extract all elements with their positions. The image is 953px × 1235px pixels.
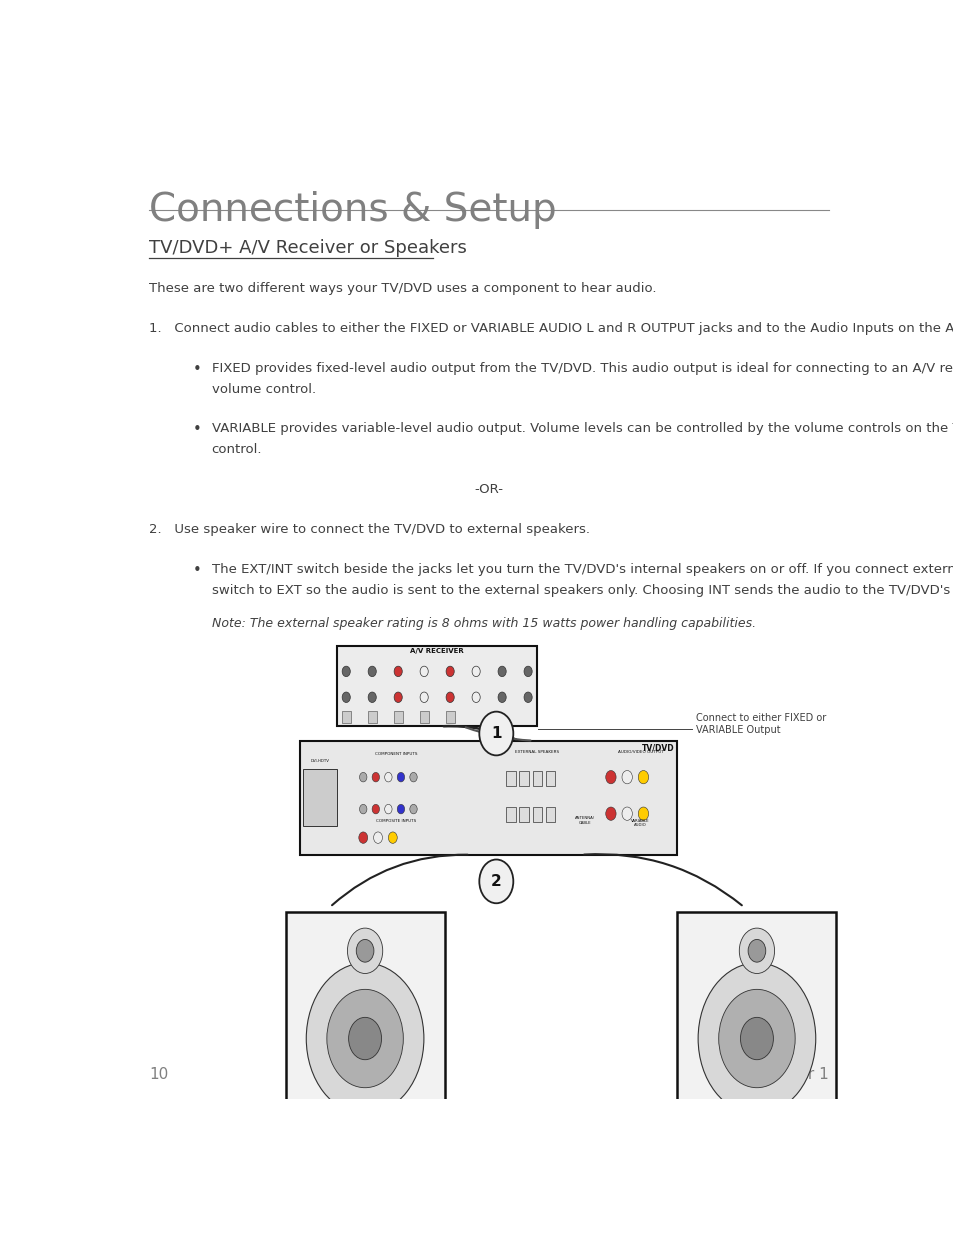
Circle shape	[605, 771, 616, 784]
Text: Chapter 1: Chapter 1	[753, 1067, 828, 1082]
FancyBboxPatch shape	[518, 771, 528, 785]
Circle shape	[384, 804, 392, 814]
Circle shape	[638, 806, 648, 820]
Text: The EXT/INT switch beside the jacks let you turn the TV/DVD's internal speakers : The EXT/INT switch beside the jacks let …	[212, 563, 953, 576]
FancyBboxPatch shape	[545, 806, 555, 823]
Circle shape	[446, 692, 454, 703]
Circle shape	[347, 929, 382, 973]
FancyBboxPatch shape	[545, 771, 555, 785]
FancyBboxPatch shape	[505, 806, 515, 823]
FancyBboxPatch shape	[445, 711, 455, 724]
Circle shape	[394, 666, 402, 677]
Circle shape	[358, 832, 367, 844]
Circle shape	[419, 692, 428, 703]
Circle shape	[342, 666, 350, 677]
Text: •: •	[193, 422, 202, 437]
Circle shape	[523, 666, 532, 677]
Text: VARIABLE provides variable-level audio output. Volume levels can be controlled b: VARIABLE provides variable-level audio o…	[212, 422, 953, 436]
Circle shape	[374, 832, 382, 844]
Circle shape	[638, 771, 648, 784]
Text: EXTERNAL SPEAKERS: EXTERNAL SPEAKERS	[515, 750, 558, 755]
Circle shape	[478, 860, 513, 903]
FancyBboxPatch shape	[518, 806, 528, 823]
Text: switch to EXT so the audio is sent to the external speakers only. Choosing INT s: switch to EXT so the audio is sent to th…	[212, 584, 953, 597]
Text: COMPOSITE INPUTS: COMPOSITE INPUTS	[376, 819, 416, 823]
Text: •: •	[193, 362, 202, 377]
Circle shape	[342, 692, 350, 703]
Circle shape	[621, 806, 632, 820]
Text: AUDIO/VIDEO OUTPUT: AUDIO/VIDEO OUTPUT	[617, 750, 662, 755]
Text: Note: The external speaker rating is 8 ohms with 15 watts power handling capabil: Note: The external speaker rating is 8 o…	[212, 618, 755, 630]
Circle shape	[497, 666, 506, 677]
Circle shape	[327, 989, 403, 1088]
Circle shape	[348, 1018, 381, 1060]
Circle shape	[372, 772, 379, 782]
Text: 1: 1	[491, 726, 501, 741]
FancyBboxPatch shape	[532, 771, 541, 785]
Text: These are two different ways your TV/DVD uses a component to hear audio.: These are two different ways your TV/DVD…	[149, 283, 656, 295]
Circle shape	[359, 804, 367, 814]
Text: -OR-: -OR-	[474, 483, 503, 496]
Circle shape	[446, 666, 454, 677]
Text: volume control.: volume control.	[212, 383, 315, 395]
Circle shape	[621, 771, 632, 784]
Text: VARIABLE
AUDIO: VARIABLE AUDIO	[631, 819, 649, 827]
Circle shape	[359, 772, 367, 782]
Text: •: •	[193, 563, 202, 578]
Circle shape	[355, 940, 374, 962]
FancyBboxPatch shape	[300, 741, 677, 855]
Text: control.: control.	[212, 443, 262, 457]
Circle shape	[372, 804, 379, 814]
Circle shape	[368, 692, 375, 703]
FancyBboxPatch shape	[532, 806, 541, 823]
FancyBboxPatch shape	[341, 711, 351, 724]
FancyBboxPatch shape	[505, 771, 515, 785]
Circle shape	[523, 692, 532, 703]
Text: COMPONENT INPUTS: COMPONENT INPUTS	[375, 752, 417, 756]
Circle shape	[605, 806, 616, 820]
Circle shape	[396, 804, 404, 814]
Circle shape	[698, 963, 815, 1114]
Circle shape	[419, 666, 428, 677]
Circle shape	[478, 711, 513, 756]
Circle shape	[306, 963, 423, 1114]
FancyBboxPatch shape	[677, 911, 836, 1107]
Text: DVI-HDTV: DVI-HDTV	[310, 760, 329, 763]
FancyBboxPatch shape	[368, 711, 376, 724]
Text: FIXED provides fixed-level audio output from the TV/DVD. This audio output is id: FIXED provides fixed-level audio output …	[212, 362, 953, 374]
Circle shape	[384, 772, 392, 782]
FancyBboxPatch shape	[419, 711, 428, 724]
Text: 2: 2	[491, 874, 501, 889]
Text: 2.   Use speaker wire to connect the TV/DVD to external speakers.: 2. Use speaker wire to connect the TV/DV…	[149, 522, 589, 536]
FancyBboxPatch shape	[394, 711, 402, 724]
FancyBboxPatch shape	[337, 646, 537, 726]
Text: ANTENNA/
CABLE: ANTENNA/ CABLE	[575, 816, 595, 825]
Circle shape	[497, 692, 506, 703]
Circle shape	[747, 940, 765, 962]
Text: Connections & Setup: Connections & Setup	[149, 191, 556, 228]
Circle shape	[368, 666, 375, 677]
Text: Connect to either FIXED or
VARIABLE Output: Connect to either FIXED or VARIABLE Outp…	[696, 713, 825, 735]
Text: TV/DVD: TV/DVD	[641, 743, 674, 752]
Circle shape	[718, 989, 795, 1088]
Circle shape	[410, 804, 416, 814]
Circle shape	[394, 692, 402, 703]
Text: A/V RECEIVER: A/V RECEIVER	[410, 648, 463, 655]
Circle shape	[410, 772, 416, 782]
Circle shape	[388, 832, 396, 844]
Circle shape	[396, 772, 404, 782]
FancyBboxPatch shape	[285, 911, 444, 1107]
Circle shape	[472, 692, 479, 703]
Text: 10: 10	[149, 1067, 168, 1082]
Text: TV/DVD+ A/V Receiver or Speakers: TV/DVD+ A/V Receiver or Speakers	[149, 238, 466, 257]
Circle shape	[740, 1018, 773, 1060]
Circle shape	[739, 929, 774, 973]
Circle shape	[472, 666, 479, 677]
Text: 1.   Connect audio cables to either the FIXED or VARIABLE AUDIO L and R OUTPUT j: 1. Connect audio cables to either the FI…	[149, 322, 953, 335]
FancyBboxPatch shape	[303, 769, 336, 826]
